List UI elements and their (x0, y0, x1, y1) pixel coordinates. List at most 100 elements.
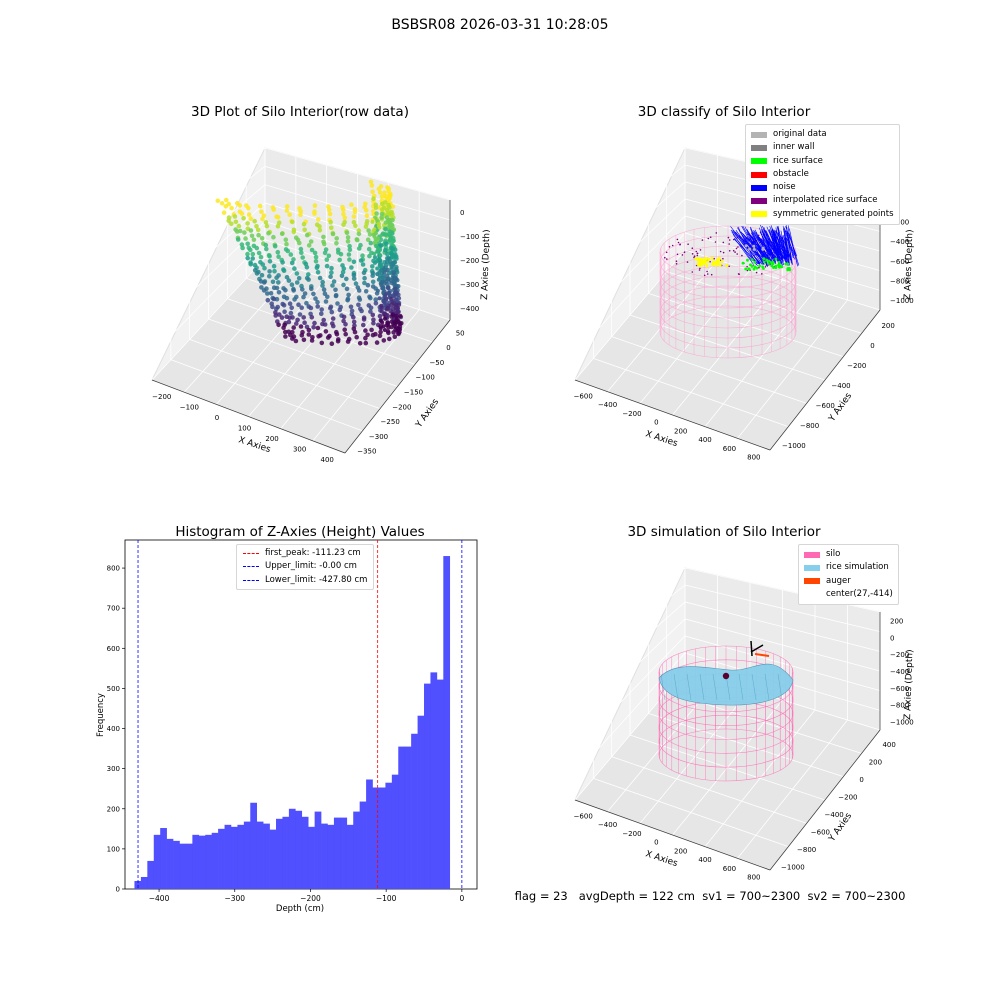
histogram-bar (192, 834, 200, 889)
data-point (374, 211, 379, 216)
data-point (298, 212, 303, 218)
histogram-bar (404, 746, 412, 889)
data-point (259, 209, 264, 214)
data-point (292, 297, 297, 302)
legend-line (243, 579, 259, 581)
rice-mesh-line (738, 673, 744, 701)
histogram-bar (424, 683, 431, 889)
data-point (289, 282, 295, 287)
data-point (376, 277, 381, 282)
interpolated-point (757, 234, 760, 237)
histogram-bar (359, 801, 367, 889)
status-line: flag = 23 avgDepth = 122 cm sv1 = 700~23… (514, 889, 906, 903)
data-point (366, 228, 371, 233)
rice-surface-point (753, 260, 757, 264)
data-point (387, 336, 392, 342)
data-point (251, 237, 257, 243)
data-point (302, 227, 307, 233)
histogram-bar (353, 811, 360, 889)
y-tick-label: −400 (831, 382, 850, 390)
y-tick-label: 600 (107, 645, 120, 653)
symmetric-point (711, 260, 715, 264)
data-point (362, 275, 367, 281)
interpolated-point (722, 257, 724, 260)
plot4-x-ticks: −600 −400 −200 0 200 400 600 800 (574, 812, 761, 881)
legend-label: rice surface (773, 155, 823, 166)
data-point (294, 321, 299, 326)
interpolated-point (727, 236, 730, 239)
data-point (370, 219, 375, 224)
noise-point (758, 237, 776, 262)
data-point (271, 207, 276, 212)
data-point (354, 334, 359, 340)
data-point (291, 288, 296, 293)
y-axis-line (769, 309, 881, 451)
histogram-bar (282, 816, 290, 889)
data-point (291, 229, 297, 235)
data-point (245, 255, 250, 261)
legend-line (243, 553, 259, 555)
data-point (263, 242, 269, 248)
data-point (298, 209, 303, 214)
data-point (260, 216, 265, 222)
data-point (368, 179, 374, 185)
histogram-bar (391, 774, 399, 889)
data-point (372, 251, 377, 256)
data-point (360, 262, 366, 267)
x-tick-label: 800 (747, 454, 760, 462)
data-point (250, 256, 255, 261)
data-point (391, 276, 396, 281)
data-point (276, 220, 282, 225)
histogram-bar (230, 826, 238, 889)
data-point (392, 323, 397, 328)
rice-surface-point (788, 268, 792, 272)
data-point (330, 316, 336, 321)
data-point (308, 305, 314, 311)
plot2-z-label: Z Axies (Depth) (903, 229, 915, 300)
x-tick-label: 400 (321, 456, 334, 464)
y-tick-label: −200 (838, 793, 857, 801)
histogram-x-ticks: −400 −300 −200 −100 0 (149, 889, 464, 903)
data-point (243, 236, 248, 241)
interpolated-point (707, 237, 710, 240)
data-point (315, 304, 320, 309)
data-point (292, 266, 297, 271)
data-point (279, 231, 285, 236)
z-tick-label: −300 (460, 281, 479, 289)
histogram-bar (179, 843, 187, 889)
plot2-y-ticks: −1000 −800 −600 −400 −200 0 200 (782, 322, 895, 450)
auger-shaft (750, 640, 753, 657)
histogram-bar (237, 824, 245, 889)
data-point (329, 225, 334, 231)
data-point (257, 203, 263, 209)
interpolated-point (734, 251, 736, 253)
rice-surface-point (753, 265, 757, 269)
x-tick-label: −300 (224, 894, 245, 903)
data-point (277, 312, 282, 317)
rice-surface-point (762, 257, 766, 260)
noise-point (753, 232, 770, 260)
data-point (284, 295, 290, 301)
noise-point (732, 230, 758, 265)
data-point (385, 252, 390, 257)
histogram-bar (340, 817, 348, 889)
data-point (317, 228, 323, 233)
data-point (325, 294, 330, 300)
noise-point (786, 238, 795, 260)
x-tick-label: 200 (265, 435, 278, 443)
x-tick-label: −600 (574, 392, 593, 400)
interpolated-point (691, 253, 694, 255)
plot4-z-label: Z Axies (Depth) (903, 649, 915, 720)
data-point (246, 205, 251, 211)
interpolated-point (664, 256, 666, 259)
data-point (268, 291, 274, 296)
x-tick-label: 400 (698, 436, 711, 444)
interpolated-point (728, 265, 730, 268)
data-point (356, 288, 362, 293)
data-point (376, 186, 382, 192)
data-point (352, 329, 358, 335)
y-tick-label: 100 (107, 845, 120, 853)
data-point (361, 322, 366, 328)
data-point (329, 309, 335, 315)
data-point (341, 222, 346, 228)
